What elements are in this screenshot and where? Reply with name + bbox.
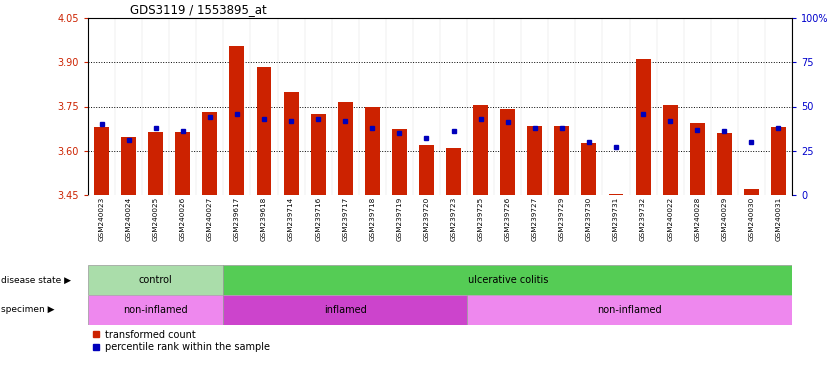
Bar <box>224 295 467 325</box>
Text: GSM239720: GSM239720 <box>424 197 430 242</box>
Text: GSM240028: GSM240028 <box>694 197 701 242</box>
Bar <box>88 295 224 325</box>
Text: GSM240031: GSM240031 <box>776 197 781 242</box>
Text: non-inflamed: non-inflamed <box>597 305 662 315</box>
Bar <box>581 143 596 195</box>
Text: GSM239618: GSM239618 <box>261 197 267 242</box>
Text: GSM239727: GSM239727 <box>532 197 538 242</box>
Bar <box>175 132 190 195</box>
Bar <box>284 92 299 195</box>
Text: GDS3119 / 1553895_at: GDS3119 / 1553895_at <box>130 3 266 17</box>
Text: GSM239719: GSM239719 <box>396 197 402 242</box>
Bar <box>473 105 488 195</box>
Text: GSM240022: GSM240022 <box>667 197 673 242</box>
Bar <box>663 105 677 195</box>
Text: control: control <box>138 275 173 285</box>
Text: GSM240027: GSM240027 <box>207 197 213 242</box>
Bar <box>609 194 624 195</box>
Bar <box>229 46 244 195</box>
Bar <box>527 126 542 195</box>
Bar <box>203 113 218 195</box>
Bar <box>88 265 224 295</box>
Text: GSM239716: GSM239716 <box>315 197 321 242</box>
Text: GSM239714: GSM239714 <box>288 197 294 242</box>
Text: GSM239718: GSM239718 <box>369 197 375 242</box>
Bar <box>311 114 325 195</box>
Bar <box>771 127 786 195</box>
Bar <box>717 133 731 195</box>
Bar <box>419 145 434 195</box>
Text: GSM239617: GSM239617 <box>234 197 240 242</box>
Text: disease state ▶: disease state ▶ <box>1 275 71 285</box>
Text: GSM239729: GSM239729 <box>559 197 565 242</box>
Bar <box>467 295 792 325</box>
Bar <box>338 102 353 195</box>
Bar <box>744 189 759 195</box>
Bar <box>500 109 515 195</box>
Text: GSM239723: GSM239723 <box>450 197 456 242</box>
Bar <box>364 106 379 195</box>
Bar <box>257 67 271 195</box>
Text: specimen ▶: specimen ▶ <box>1 306 54 314</box>
Text: GSM239717: GSM239717 <box>342 197 349 242</box>
Bar <box>690 123 705 195</box>
Text: GSM240029: GSM240029 <box>721 197 727 242</box>
Text: GSM239732: GSM239732 <box>640 197 646 242</box>
Bar <box>636 59 651 195</box>
Bar <box>224 265 792 295</box>
Text: GSM239731: GSM239731 <box>613 197 619 242</box>
Text: ulcerative colitis: ulcerative colitis <box>468 275 548 285</box>
Text: GSM239730: GSM239730 <box>586 197 592 242</box>
Text: non-inflamed: non-inflamed <box>123 305 188 315</box>
Text: GSM239725: GSM239725 <box>478 197 484 242</box>
Bar <box>148 132 163 195</box>
Bar <box>392 129 407 195</box>
Bar <box>121 137 136 195</box>
Text: GSM240023: GSM240023 <box>98 197 104 242</box>
Legend: transformed count, percentile rank within the sample: transformed count, percentile rank withi… <box>93 330 269 352</box>
Bar <box>555 126 570 195</box>
Text: GSM240024: GSM240024 <box>126 197 132 242</box>
Text: GSM240025: GSM240025 <box>153 197 158 242</box>
Bar <box>446 148 461 195</box>
Text: GSM240026: GSM240026 <box>180 197 186 242</box>
Text: GSM240030: GSM240030 <box>748 197 755 242</box>
Text: inflamed: inflamed <box>324 305 367 315</box>
Text: GSM239726: GSM239726 <box>505 197 510 242</box>
Bar <box>94 127 109 195</box>
